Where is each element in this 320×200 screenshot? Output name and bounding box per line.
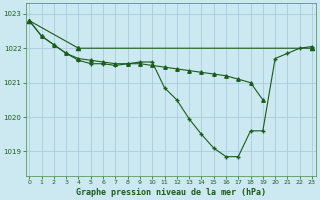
X-axis label: Graphe pression niveau de la mer (hPa): Graphe pression niveau de la mer (hPa) xyxy=(76,188,266,197)
